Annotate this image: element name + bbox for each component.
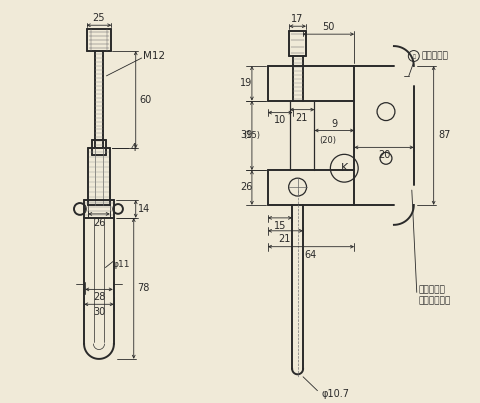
Text: 50: 50 — [322, 22, 335, 32]
Text: 製造年及び: 製造年及び — [419, 285, 445, 294]
Text: マーク刻印: マーク刻印 — [422, 52, 449, 60]
Text: 64: 64 — [304, 249, 317, 260]
Text: 30: 30 — [93, 307, 105, 317]
Text: 60: 60 — [140, 95, 152, 105]
Text: φ10.7: φ10.7 — [321, 388, 349, 399]
Text: (20): (20) — [320, 136, 336, 145]
Text: 19: 19 — [240, 78, 252, 88]
Text: 4: 4 — [131, 143, 137, 154]
Text: 28: 28 — [93, 292, 105, 302]
Text: 14: 14 — [138, 204, 150, 214]
Text: 26: 26 — [240, 182, 252, 192]
Text: K: K — [341, 163, 348, 173]
Text: 販: 販 — [412, 54, 415, 58]
Text: 26: 26 — [93, 218, 105, 228]
Text: 20: 20 — [378, 150, 390, 160]
Text: 39: 39 — [240, 131, 252, 141]
Text: (15): (15) — [243, 131, 260, 140]
Text: 15: 15 — [274, 221, 286, 231]
Text: 10: 10 — [274, 114, 286, 125]
Text: φ11: φ11 — [112, 260, 130, 269]
Text: 17: 17 — [291, 14, 304, 24]
Text: 87: 87 — [438, 131, 451, 141]
Text: 21: 21 — [278, 234, 291, 244]
Text: 21: 21 — [295, 112, 308, 123]
Text: 78: 78 — [137, 283, 150, 293]
Text: 25: 25 — [93, 13, 105, 23]
Text: 上・下期刻印: 上・下期刻印 — [419, 297, 451, 306]
Text: 9: 9 — [331, 118, 337, 129]
Text: M12: M12 — [143, 51, 165, 61]
